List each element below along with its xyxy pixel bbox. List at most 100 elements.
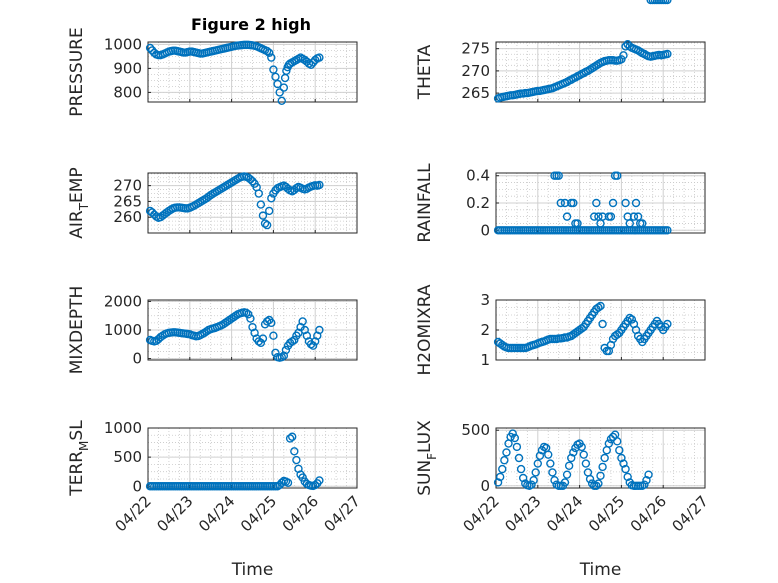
data-point (550, 476, 559, 485)
data-point (579, 450, 588, 459)
data-point (663, 319, 672, 329)
data-point (514, 453, 524, 463)
y-axis-label: AIRTEMP (67, 167, 91, 238)
data-series (493, 0, 672, 490)
y-tick-label: 270 (461, 62, 490, 80)
data-point (315, 476, 324, 485)
y-axis-label: MIXDEPTH (67, 286, 87, 375)
data-point (569, 448, 578, 457)
data-point (598, 212, 607, 221)
data-point (273, 79, 282, 89)
data-point (663, 226, 672, 235)
data-point (254, 189, 263, 198)
data-point (619, 51, 628, 60)
y-tick-label: 900 (113, 59, 142, 77)
data-point (598, 462, 607, 472)
data-point (281, 345, 291, 355)
data-point (308, 341, 318, 350)
y-axis-label: RAINFALL (415, 163, 435, 243)
data-point (592, 198, 601, 208)
y-tick-label: 3 (480, 291, 490, 309)
data-point (288, 432, 297, 441)
data-point (663, 49, 672, 59)
data-point (617, 55, 626, 64)
data-point (275, 88, 284, 97)
x-axis-label: Time (231, 560, 274, 580)
data-point (262, 46, 272, 56)
data-point (269, 65, 278, 74)
y-axis-label: TERRMSL (67, 420, 91, 497)
data-point (248, 177, 257, 186)
data-point (560, 198, 570, 208)
data-point (265, 48, 274, 57)
data-point (298, 473, 307, 482)
data-point (510, 433, 520, 443)
data-point (585, 474, 595, 484)
data-point (638, 219, 647, 228)
data-point (619, 459, 628, 468)
data-series (493, 40, 672, 103)
data-point (271, 72, 280, 82)
data-point (262, 317, 272, 326)
data-point (625, 219, 634, 228)
data-point (298, 317, 307, 326)
data-point (516, 464, 526, 474)
data-series (145, 40, 324, 106)
data-point (562, 470, 572, 479)
data-point (246, 175, 255, 184)
data-point (498, 464, 507, 474)
y-tick-label: 275 (461, 40, 490, 58)
y-tick-label: 0 (480, 477, 490, 495)
y-tick-label: 1000 (104, 35, 142, 53)
data-point (608, 432, 618, 442)
data-point (265, 206, 274, 216)
data-point (269, 331, 278, 340)
data-point (621, 198, 630, 208)
data-series (493, 301, 672, 356)
data-point (590, 212, 599, 221)
axes-frame (495, 427, 706, 489)
data-point (285, 434, 295, 443)
data-point (596, 471, 605, 480)
data-point (560, 478, 570, 487)
data-series (145, 308, 324, 362)
y-axis-label: THETA (415, 44, 435, 100)
data-point (246, 314, 255, 323)
data-point (271, 348, 280, 358)
y-tick-label: 1000 (104, 419, 142, 437)
data-point (617, 453, 626, 463)
data-point (518, 473, 528, 483)
data-point (502, 448, 511, 457)
data-point (531, 468, 540, 477)
data-point (642, 476, 651, 485)
data-point (244, 310, 253, 319)
data-point (663, 0, 672, 5)
y-tick-label: 2000 (104, 292, 142, 310)
data-point (292, 455, 301, 465)
y-tick-label: 0 (132, 350, 142, 368)
data-point (267, 194, 276, 203)
data-point (592, 481, 601, 490)
data-point (604, 439, 614, 448)
data-point (573, 219, 582, 228)
data-point (512, 442, 522, 452)
y-tick-label: 0 (132, 477, 142, 495)
data-point (256, 200, 266, 209)
data-point (556, 198, 565, 208)
data-point (508, 429, 517, 438)
x-axis-label: Time (579, 560, 622, 580)
data-point (564, 461, 574, 470)
data-point (256, 338, 266, 348)
data-point (621, 464, 630, 474)
data-point (577, 324, 586, 333)
data-point (596, 301, 605, 311)
data-point (629, 212, 639, 221)
subplot-rainfall: 0 0.2 0.4 RAINFALL (415, 163, 706, 243)
y-axis-label: H2OMIXRA (415, 284, 435, 375)
y-tick-label: 270 (113, 177, 142, 195)
data-point (631, 198, 641, 208)
data-series (145, 172, 324, 230)
data-point (546, 459, 555, 468)
